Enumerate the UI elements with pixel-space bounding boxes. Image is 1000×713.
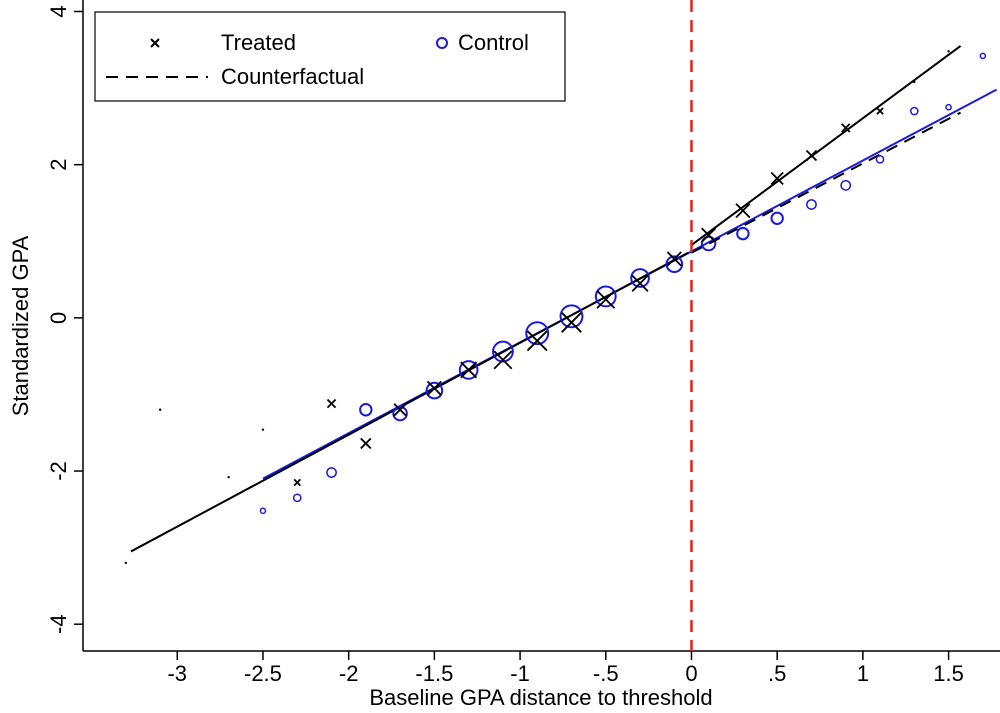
treated-point [770,171,784,186]
x-tick-label: -.5 [593,661,619,686]
data-points [124,50,987,565]
legend-box [94,11,566,102]
treated-fit-line-left [130,251,689,553]
treated-point [158,408,162,411]
legend: Treated Control Counterfactual [94,11,566,102]
x-tick-label: .5 [768,661,786,686]
control-point [630,268,650,288]
treated-point [876,107,884,115]
control-point [979,52,987,60]
treated-point [460,361,478,379]
treated-point [913,80,916,84]
treated-point [841,123,851,133]
x-tick-label: -1 [510,661,530,686]
control-point [736,226,750,241]
treated-point [947,50,950,53]
control-point [594,285,617,308]
control-point [806,199,817,210]
control-point [392,405,408,422]
control-point [559,304,584,329]
control-point [525,321,550,346]
treated-point [666,251,682,267]
control-point [840,179,852,191]
control-point [700,235,717,252]
x-tick-label: 1 [857,661,869,686]
treated-point [426,380,442,396]
x-tick-label: -1.5 [415,661,453,686]
x-ticks: -3 -2.5 -2 -1.5 -1 -.5 0 .5 1 1.5 [167,651,964,686]
treated-point [805,149,818,162]
legend-treated-label: Treated [221,30,296,55]
treated-point [701,227,717,243]
treated-point [526,330,548,352]
control-point [909,106,919,116]
x-tick-label: -2 [339,661,359,686]
y-tick-label: 2 [46,159,71,171]
y-axis-title: Standardized GPA [8,235,33,416]
control-point [359,403,373,417]
control-point [665,255,684,274]
legend-counterfactual-label: Counterfactual [221,64,364,89]
treated-point [227,475,230,479]
y-tick-label: 0 [46,312,71,324]
treated-point [596,290,616,309]
x-tick-label: -2.5 [244,661,282,686]
legend-control-marker [436,37,448,49]
control-point [292,493,302,503]
control-point [259,507,267,515]
control-point [875,154,885,164]
treated-point [293,478,301,487]
control-point [492,340,514,363]
fit-lines [130,45,998,553]
plot-area [83,0,1000,651]
treated-point [393,403,407,417]
treated-point [561,312,582,333]
counterfactual-line [691,111,962,254]
x-tick-label: 1.5 [933,661,964,686]
x-axis-title: Baseline GPA distance to threshold [369,685,712,710]
treated-point [631,274,649,292]
treated-point [326,398,337,409]
treated-point [261,428,265,431]
control-point [458,360,479,380]
control-point [326,467,337,478]
control-point [425,381,444,400]
legend-control-label: Control [458,30,529,55]
treated-point [735,203,751,219]
y-ticks: -4 -2 0 2 4 [46,5,83,634]
treated-point [360,437,372,450]
control-point [945,103,952,111]
y-tick-label: -4 [46,614,71,634]
y-tick-label: 4 [46,5,71,17]
treated-point [124,561,128,565]
treated-fit-line-right [690,45,962,246]
x-tick-label: -3 [167,661,187,686]
treated-point [493,350,513,370]
legend-treated-marker [150,38,160,48]
x-tick-label: 0 [685,661,697,686]
y-tick-label: -2 [46,461,71,481]
control-point [770,211,784,225]
